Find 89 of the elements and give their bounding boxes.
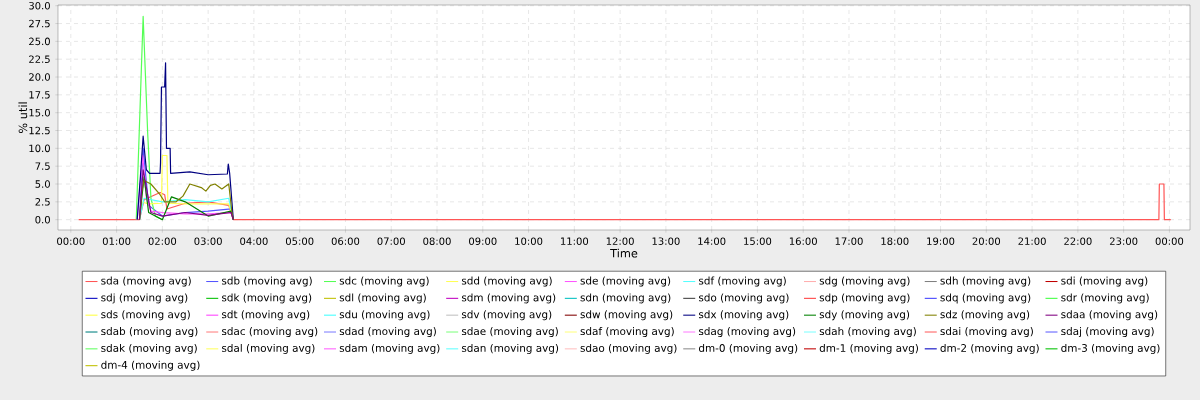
x-tick-label: 02:00: [148, 237, 177, 245]
y-tick-label: 30.0: [29, 1, 50, 10]
legend-label: sdd (moving avg): [461, 276, 552, 287]
y-tick-label: 10.0: [29, 144, 50, 153]
legend-label: sdu (moving avg): [339, 310, 430, 321]
y-tick-label: 27.5: [29, 19, 50, 28]
legend-label: sdak (moving avg): [101, 343, 197, 354]
legend-label: sdo (moving avg): [698, 293, 789, 304]
y-tick-label: 5.0: [35, 180, 50, 188]
x-tick-label: 04:00: [240, 237, 268, 245]
x-tick-label: 20:00: [972, 237, 1001, 245]
legend-label: dm-3 (moving avg): [1061, 343, 1160, 354]
y-tick-label: 2.5: [35, 198, 50, 206]
legend-label: sdw (moving avg): [580, 310, 673, 321]
legend-label: sde (moving avg): [580, 276, 671, 287]
x-tick-label: 21:00: [1018, 237, 1046, 245]
legend-label: sdq (moving avg): [940, 293, 1031, 304]
y-axis-title: % util: [18, 102, 28, 134]
y-tick-label: 12.5: [29, 126, 50, 135]
x-tick-label: 01:00: [102, 237, 131, 245]
legend-label: sdal (moving avg): [222, 343, 315, 354]
x-tick-label: 06:00: [331, 237, 360, 245]
x-tick-label: 17:00: [835, 237, 863, 245]
legend-label: sdj (moving avg): [101, 293, 188, 304]
x-tick-label: 23:00: [1109, 237, 1138, 245]
y-tick-label: 15.0: [29, 108, 50, 117]
x-tick-label: 22:00: [1064, 237, 1092, 245]
x-tick-label: 19:00: [927, 237, 955, 245]
legend-label: sdc (moving avg): [339, 276, 429, 287]
legend-label: dm-1 (moving avg): [819, 343, 918, 354]
x-tick-label: 13:00: [652, 237, 680, 245]
legend-label: sdi (moving avg): [1061, 276, 1148, 287]
x-tick-label: 14:00: [698, 237, 726, 245]
line-series: [138, 197, 234, 221]
x-tick-label: 09:00: [469, 237, 497, 245]
legend-label: sda (moving avg): [101, 276, 191, 287]
legend-label: sdad (moving avg): [339, 327, 436, 338]
y-tick-label: 20.0: [29, 73, 50, 81]
legend-label: dm-4 (moving avg): [101, 360, 200, 371]
legend-label: sdab (moving avg): [101, 327, 198, 338]
x-axis-title: Time: [610, 248, 638, 258]
x-tick-label: 11:00: [561, 237, 589, 245]
legend-label: sdy (moving avg): [819, 310, 910, 321]
legend-label: sdai (moving avg): [940, 327, 1033, 338]
legend-label: sdan (moving avg): [461, 343, 559, 354]
legend-label: sdac (moving avg): [222, 327, 318, 338]
x-tick-label: 05:00: [285, 237, 314, 245]
x-tick-label: 00:00: [57, 237, 85, 245]
x-tick-label: 03:00: [194, 237, 222, 245]
y-tick-label: 25.0: [29, 37, 50, 46]
y-tick-label: 22.5: [29, 55, 50, 63]
legend-label: sdae (moving avg): [461, 327, 558, 338]
legend-label: sdx (moving avg): [698, 310, 789, 321]
line-series: [78, 183, 1172, 221]
legend-label: sdv (moving avg): [461, 310, 552, 321]
x-tick-label: 18:00: [881, 237, 909, 245]
legend-label: sds (moving avg): [101, 310, 190, 321]
x-tick-label: 10:00: [515, 237, 543, 245]
legend-label: sdn (moving avg): [580, 293, 671, 304]
x-tick-label: 08:00: [423, 237, 451, 245]
x-tick-label: 07:00: [377, 237, 405, 245]
legend-label: sdao (moving avg): [580, 343, 677, 354]
y-tick-label: 17.5: [29, 91, 50, 99]
legend-label: sdaj (moving avg): [1061, 327, 1154, 338]
legend-label: sdam (moving avg): [339, 343, 440, 354]
legend-label: sdm (moving avg): [461, 293, 556, 304]
x-tick-label: 12:00: [606, 237, 634, 245]
legend-label: sdag (moving avg): [698, 327, 796, 338]
legend-label: dm-0 (moving avg): [698, 343, 798, 354]
legend-label: sdp (moving avg): [819, 293, 910, 304]
legend-label: sdaa (moving avg): [1061, 310, 1158, 321]
legend-label: sdk (moving avg): [222, 293, 312, 304]
legend-label: sdl (moving avg): [339, 293, 426, 304]
legend-label: sdf (moving avg): [698, 276, 786, 287]
legend-label: sdb (moving avg): [222, 276, 312, 287]
y-tick-label: 7.5: [35, 162, 50, 170]
legend-label: sdh (moving avg): [940, 276, 1031, 287]
line-series: [136, 62, 234, 221]
x-tick-label: 16:00: [789, 237, 817, 245]
x-tick-label: 15:00: [744, 237, 772, 245]
legend-label: dm-2 (moving avg): [940, 343, 1039, 354]
legend-label: sdaf (moving avg): [580, 327, 674, 338]
legend-label: sdz (moving avg): [940, 310, 1030, 321]
legend-label: sdr (moving avg): [1061, 293, 1149, 304]
legend-label: sdg (moving avg): [819, 276, 910, 287]
y-tick-label: 0.0: [35, 215, 50, 224]
x-tick-label: 00:00: [1155, 237, 1184, 245]
legend-label: sdt (moving avg): [222, 310, 310, 321]
legend-label: sdah (moving avg): [819, 327, 916, 338]
